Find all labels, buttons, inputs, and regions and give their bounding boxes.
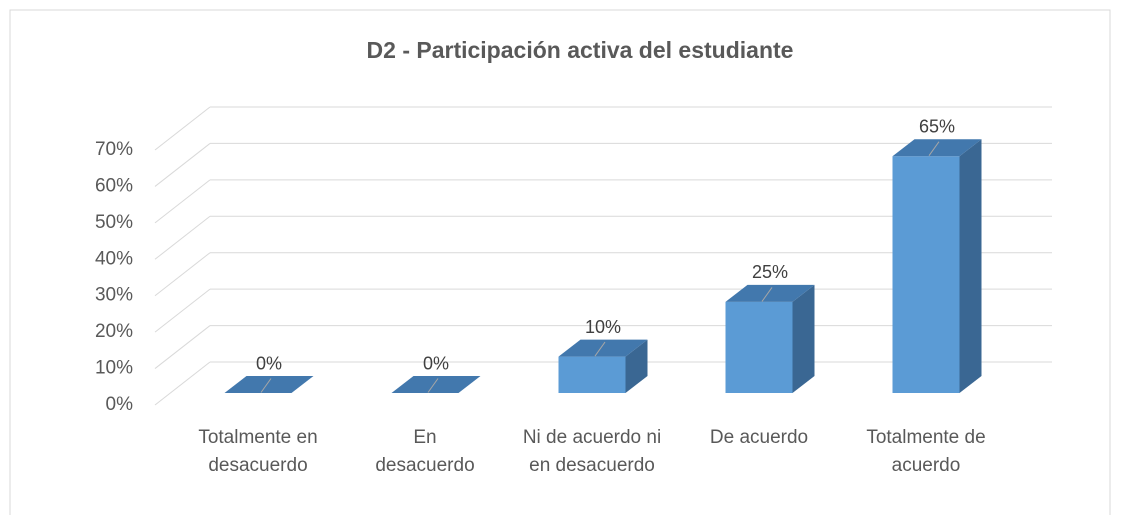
y-tick-label: 40%: [95, 248, 133, 269]
leader-line: [761, 287, 773, 302]
x-tick-label: De acuerdo: [709, 427, 809, 448]
bar: [558, 339, 648, 393]
y-tick-label: 20%: [95, 321, 133, 342]
leader-line: [427, 378, 439, 393]
y-tick-label: 50%: [95, 212, 133, 233]
leader-line: [260, 378, 272, 393]
data-label: 10%: [585, 317, 621, 337]
data-label: 0%: [256, 353, 282, 373]
grid-line-side: [154, 288, 211, 333]
y-tick-label: 60%: [95, 175, 133, 196]
data-label: 25%: [752, 262, 788, 282]
grid-line-side: [154, 215, 211, 260]
bar: [224, 376, 314, 393]
data-label: 0%: [423, 353, 449, 373]
grid-line-side: [154, 361, 211, 406]
data-label: 65%: [919, 116, 955, 136]
grid-line-side: [154, 252, 211, 297]
bar: [892, 139, 982, 393]
bar-front: [558, 356, 626, 393]
bar-side: [792, 284, 815, 393]
bar-top: [725, 284, 815, 302]
y-tick-label: 30%: [95, 285, 133, 306]
bar: [725, 284, 815, 393]
x-tick-label: En desacuerdo: [375, 427, 475, 476]
chart-title: D2 - Participación activa del estudiante: [367, 37, 794, 63]
bar-side: [959, 139, 982, 393]
bar-top: [391, 376, 481, 393]
bar-front: [725, 301, 793, 393]
leader-line: [594, 341, 606, 357]
bar-front: [892, 156, 960, 393]
grid-line-side: [154, 143, 211, 187]
x-tick-label: Totalmente de acuerdo: [866, 427, 986, 476]
leader-line: [928, 141, 940, 157]
bar: [391, 376, 481, 393]
bar-top: [558, 339, 648, 357]
grid-line-side: [154, 325, 211, 369]
grid-line-side: [154, 106, 211, 151]
grid-line-side: [154, 179, 211, 224]
y-tick-label: 0%: [106, 394, 134, 415]
bar-side: [625, 339, 648, 393]
x-tick-label: Totalmente en desacuerdo: [198, 427, 318, 476]
bar-top: [224, 376, 314, 393]
y-tick-label: 10%: [95, 358, 133, 379]
bar-top: [892, 139, 982, 157]
x-tick-label: Ni de acuerdo ni en desacuerdo: [522, 427, 662, 476]
y-tick-label: 70%: [95, 139, 133, 160]
